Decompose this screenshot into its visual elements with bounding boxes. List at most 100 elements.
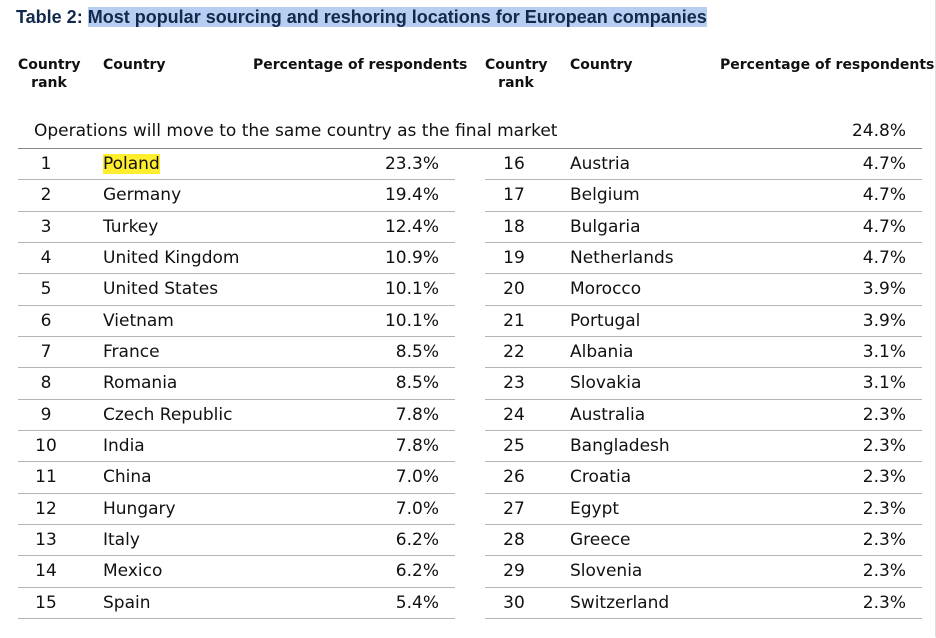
table-left: 1 Poland 23.3% 2 Germany 19.4% 3 Turkey 12.4% …: [18, 149, 455, 619]
table-row: 26 Croatia 2.3%: [485, 462, 922, 494]
header-rank-line1: Country: [485, 57, 548, 73]
country-cell: Croatia: [570, 467, 632, 488]
final-market-row: Operations will move to the same country…: [34, 118, 906, 146]
rank-cell: 11: [35, 467, 57, 488]
country-cell: Belgium: [570, 185, 640, 206]
rank-cell: 29: [503, 561, 525, 582]
country-cell: Czech Republic: [103, 404, 233, 425]
table-row: 1 Poland 23.3%: [18, 149, 455, 181]
final-market-label: Operations will move to the same country…: [34, 121, 558, 141]
percentage-cell: 10.9%: [384, 247, 439, 268]
rank-cell: 3: [40, 216, 52, 237]
country-cell: Slovakia: [570, 373, 642, 394]
rank-cell: 21: [503, 310, 525, 331]
percentage-cell: 19.4%: [384, 185, 439, 206]
table-row: 16 Austria 4.7%: [485, 149, 922, 181]
rank-cell: 6: [40, 310, 52, 331]
rank-cell: 28: [503, 529, 525, 550]
country-cell: Albania: [570, 341, 634, 362]
rank-cell: 9: [40, 404, 52, 425]
table-row: 23 Slovakia 3.1%: [485, 368, 922, 400]
rank-cell: 4: [40, 247, 52, 268]
table-row: 29 Slovenia 2.3%: [485, 556, 922, 588]
country-cell: Mexico: [103, 561, 163, 582]
header-rank-line2: rank: [31, 75, 67, 91]
rank-cell: 16: [503, 154, 525, 174]
country-cell: Hungary: [103, 498, 176, 519]
header-percentage-right: Percentage of respondents: [720, 57, 935, 73]
table-row: 27 Egypt 2.3%: [485, 494, 922, 525]
final-market-value: 24.8%: [851, 121, 906, 141]
table-row: 7 France 8.5%: [18, 337, 455, 369]
table-row: 14 Mexico 6.2%: [18, 556, 455, 588]
table-row: 12 Hungary 7.0%: [18, 494, 455, 525]
table-title-prefix: Table 2:: [16, 7, 83, 27]
table-row: 21 Portugal 3.9%: [485, 306, 922, 337]
percentage-cell: 2.3%: [862, 435, 906, 456]
percentage-cell: 7.8%: [395, 404, 439, 425]
country-cell: Switzerland: [570, 592, 670, 613]
country-cell: China: [103, 467, 152, 488]
rank-cell: 24: [503, 404, 525, 425]
country-cell: Vietnam: [103, 310, 174, 331]
table-row: 19 Netherlands 4.7%: [485, 243, 922, 275]
table-row: 8 Romania 8.5%: [18, 368, 455, 400]
country-cell: Australia: [570, 404, 646, 425]
percentage-cell: 23.3%: [384, 154, 439, 174]
country-cell: Morocco: [570, 279, 642, 300]
rank-cell: 26: [503, 467, 525, 488]
rank-cell: 13: [35, 529, 57, 550]
table-title-main: Most popular sourcing and reshoring loca…: [87, 7, 707, 27]
percentage-cell: 3.9%: [862, 310, 906, 331]
table-title: Table 2: Most popular sourcing and resho…: [16, 4, 707, 30]
header-rank-right: Country rank: [485, 56, 548, 92]
percentage-cell: 10.1%: [384, 310, 439, 331]
percentage-cell: 7.0%: [395, 498, 439, 519]
percentage-cell: 2.3%: [862, 467, 906, 488]
percentage-cell: 2.3%: [862, 592, 906, 613]
table-row: 22 Albania 3.1%: [485, 337, 922, 369]
table-row: 9 Czech Republic 7.8%: [18, 400, 455, 431]
percentage-cell: 3.9%: [862, 279, 906, 300]
country-cell: Romania: [103, 373, 178, 394]
rank-cell: 30: [503, 592, 525, 613]
rank-cell: 19: [503, 247, 525, 268]
rank-cell: 22: [503, 341, 525, 362]
percentage-cell: 2.3%: [862, 561, 906, 582]
table-row: 5 United States 10.1%: [18, 274, 455, 306]
country-cell: Portugal: [570, 310, 641, 331]
header-rank-line2: rank: [498, 75, 534, 91]
percentage-cell: 2.3%: [862, 529, 906, 550]
country-cell: Egypt: [570, 498, 620, 519]
table-row: 6 Vietnam 10.1%: [18, 306, 455, 337]
table-row: 18 Bulgaria 4.7%: [485, 212, 922, 243]
rank-cell: 27: [503, 498, 525, 519]
table-row: 24 Australia 2.3%: [485, 400, 922, 431]
percentage-cell: 2.3%: [862, 498, 906, 519]
table-row: 25 Bangladesh 2.3%: [485, 431, 922, 463]
table-row: 3 Turkey 12.4%: [18, 212, 455, 243]
final-market-divider: [18, 148, 922, 149]
percentage-cell: 7.0%: [395, 467, 439, 488]
table-row: 4 United Kingdom 10.9%: [18, 243, 455, 275]
country-cell: Bulgaria: [570, 216, 641, 237]
percentage-cell: 8.5%: [395, 373, 439, 394]
rank-cell: 7: [40, 341, 52, 362]
country-cell: France: [103, 341, 160, 362]
percentage-cell: 8.5%: [395, 341, 439, 362]
percentage-cell: 4.7%: [862, 185, 906, 206]
country-cell: Germany: [103, 185, 182, 206]
rank-cell: 23: [503, 373, 525, 394]
table-row: 11 China 7.0%: [18, 462, 455, 494]
rank-cell: 2: [40, 185, 52, 206]
country-cell: Austria: [570, 154, 631, 174]
percentage-cell: 6.2%: [395, 529, 439, 550]
table-row: 15 Spain 5.4%: [18, 588, 455, 619]
country-cell: United States: [103, 279, 219, 300]
country-cell: India: [103, 435, 145, 456]
percentage-cell: 6.2%: [395, 561, 439, 582]
rank-cell: 8: [40, 373, 52, 394]
country-cell: Spain: [103, 592, 151, 613]
country-cell: Italy: [103, 529, 140, 550]
percentage-cell: 10.1%: [384, 279, 439, 300]
